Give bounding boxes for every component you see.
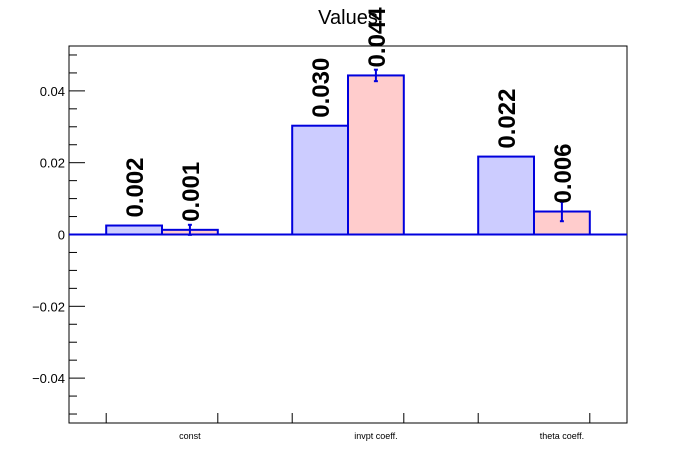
y-tick-label: 0.04 (40, 84, 65, 99)
data-label: 0.044 (364, 7, 391, 68)
y-tick-label: −0.04 (32, 371, 65, 386)
bar (291, 124, 350, 236)
bar (347, 74, 405, 236)
y-tick-label: 0.02 (40, 156, 65, 171)
category-label: invpt coeff. (354, 431, 397, 441)
data-label: 0.001 (178, 162, 205, 222)
data-label: 0.006 (550, 143, 577, 203)
bar (105, 224, 163, 236)
data-label: 0.022 (494, 89, 521, 149)
chart-title: Values (318, 7, 378, 29)
y-tick-label: 0 (58, 228, 65, 243)
data-label: 0.002 (122, 157, 149, 217)
category-label: const (179, 431, 201, 441)
data-label: 0.030 (308, 58, 335, 118)
bar (477, 155, 536, 236)
category-label: theta coeff. (540, 431, 584, 441)
y-tick-label: −0.02 (32, 299, 65, 314)
